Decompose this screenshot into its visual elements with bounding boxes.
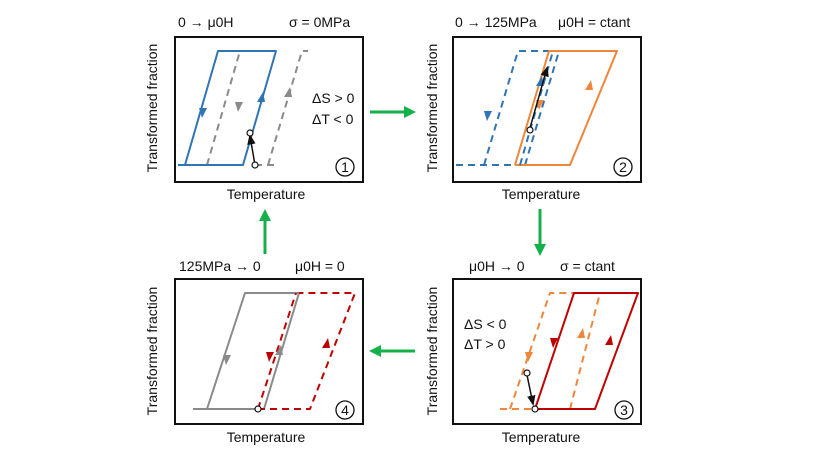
panel-1-blue-loop: [178, 50, 277, 166]
panel-4-gray-loop: [193, 292, 300, 410]
open-circle-icon: [254, 405, 262, 413]
panel-4-title-left: 125MPa → 0: [179, 258, 261, 274]
open-circle-icon: [246, 129, 254, 137]
circled-number-icon: [613, 157, 633, 177]
panel-1-annotation-entropy: ΔS > 0: [312, 90, 355, 106]
circled-number-icon: [614, 400, 634, 420]
panel-4-step-number: 4: [341, 402, 349, 418]
panel-3-orange-up-arrow: [577, 328, 585, 338]
panel-1-transition-arrow: [247, 133, 256, 166]
open-circle-icon: [251, 161, 259, 169]
panel-2-transition-arrow: [529, 65, 549, 129]
panel-1-gray-dashed-loop-b: [267, 50, 308, 166]
panel-1-title-right: σ = 0MPa: [289, 14, 350, 30]
panel-2-ylabel: Transformed fraction: [424, 44, 440, 173]
panel-2-frame: [452, 36, 642, 183]
panel-1-step-number: 1: [341, 159, 349, 175]
panel-3-annotation-temperature: ΔT > 0: [464, 336, 506, 352]
panel-1-xlabel: Temperature: [227, 186, 306, 202]
panel-3-red-down-arrow: [550, 338, 558, 348]
panel-1-gray-up-arrow: [284, 87, 292, 97]
panel-4-ylabel: Transformed fraction: [144, 287, 160, 416]
panel-2-title-right: μ0H = ctant: [558, 14, 630, 30]
panel-4-red-down-arrow: [266, 352, 274, 362]
panel-1-gray-dashed-loop-a: [206, 50, 276, 166]
panel-1-blue-down-arrow: [199, 108, 207, 118]
circled-number-icon: [335, 400, 355, 420]
panel-4-gray-up-arrow: [275, 345, 283, 355]
panel-2-blue-dashed-overlap: [519, 50, 554, 166]
panel-1: 0 → μ0H σ = 0MPa Transformed fraction Te…: [144, 14, 364, 202]
panel-3-annotation-entropy: ΔS < 0: [464, 316, 507, 332]
panel-1-frame: [174, 36, 364, 183]
panel-3-ylabel: Transformed fraction: [424, 287, 440, 416]
panel-2: 0 → 125MPa μ0H = ctant Transformed fract…: [424, 14, 642, 202]
panel-2-title-left: 0 → 125MPa: [455, 14, 537, 30]
panel-3-transition-arrow: [526, 374, 536, 407]
panel-4-xlabel: Temperature: [227, 429, 306, 445]
open-circle-icon: [523, 369, 531, 377]
panel-2-step-number: 2: [619, 159, 627, 175]
panel-3-red-loop: [534, 292, 639, 410]
panel-1-ylabel: Transformed fraction: [144, 44, 160, 173]
panel-2-orange-up-arrow: [585, 80, 593, 90]
panel-4-title-right: μ0H = 0: [295, 258, 345, 274]
panel-4-gray-down-arrow: [223, 355, 231, 365]
panel-4: 125MPa → 0 μ0H = 0 Transformed fraction …: [144, 258, 364, 445]
open-circle-icon: [531, 405, 539, 413]
panel-2-orange-loop: [514, 50, 618, 166]
panel-4-red-up-arrow: [322, 338, 330, 348]
panel-2-blue-dashed-loop: [456, 50, 560, 166]
panel-1-title-left: 0 → μ0H: [178, 14, 234, 30]
panel-2-blue-down-arrow: [484, 111, 492, 121]
panel-4-red-dashed-loop: [257, 292, 357, 410]
panel-1-blue-up-arrow: [257, 92, 265, 102]
panel-1-annotation-temperature: ΔT < 0: [312, 111, 354, 127]
panel-3-orange-dashed-loop: [500, 292, 602, 410]
panel-3: μ0H → 0 σ = ctant Transformed fraction T…: [424, 258, 642, 445]
panel-3-step-number: 3: [620, 402, 628, 418]
panel-1-gray-down-arrow: [235, 102, 243, 112]
panel-3-red-up-arrow: [605, 335, 613, 345]
panel-2-xlabel: Temperature: [502, 186, 581, 202]
open-circle-icon: [526, 126, 534, 134]
panel-3-frame: [452, 278, 642, 425]
panel-3-title-right: σ = ctant: [560, 258, 615, 274]
panel-3-xlabel: Temperature: [502, 429, 581, 445]
panel-3-title-left: μ0H → 0: [469, 258, 525, 274]
panel-3-orange-down-arrow: [525, 352, 533, 362]
panel-4-frame: [174, 278, 364, 425]
circled-number-icon: [335, 157, 355, 177]
